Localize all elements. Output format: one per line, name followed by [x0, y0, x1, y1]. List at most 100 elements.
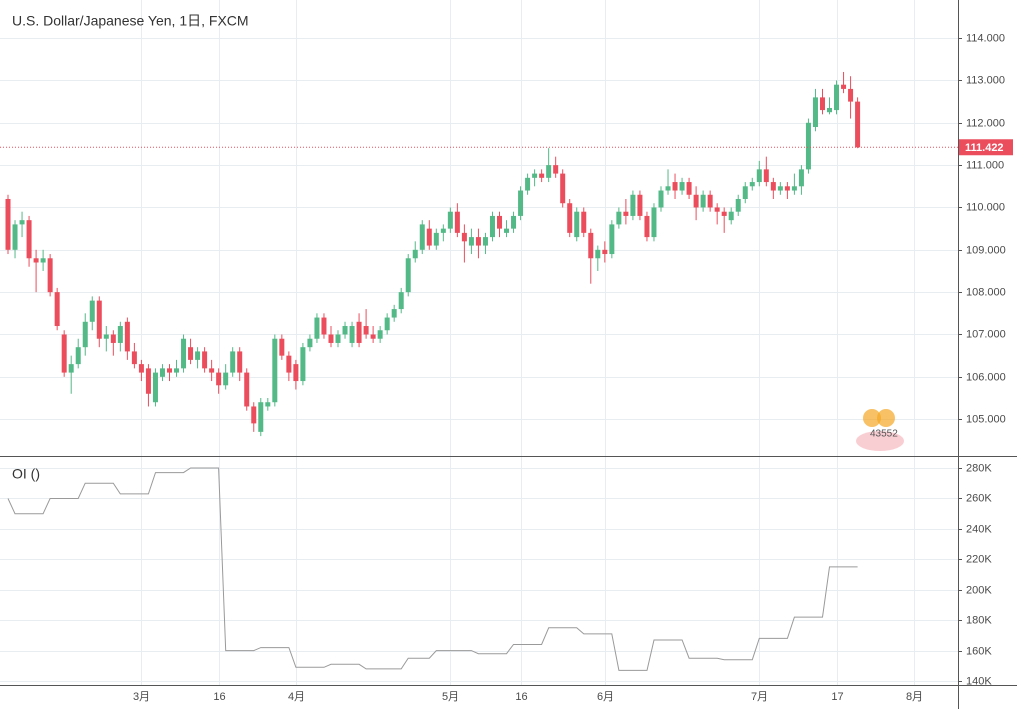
candle-body: [68, 364, 74, 373]
candle-body: [546, 165, 552, 178]
candle-body: [602, 249, 608, 255]
y-tick-label: 110.000: [966, 201, 1005, 213]
candle-body: [777, 186, 783, 191]
candle-body: [216, 372, 222, 386]
candle-body: [40, 258, 46, 263]
x-tick-label: 16: [515, 691, 527, 703]
candle-body: [728, 211, 734, 221]
candle-body: [447, 211, 453, 229]
candle-body: [553, 165, 559, 174]
y-tick-label: 105.000: [966, 413, 1006, 425]
candle-body: [166, 368, 172, 373]
candle-body: [658, 190, 664, 208]
y-tick-label: 111.000: [966, 159, 1004, 171]
candle-body: [855, 101, 861, 148]
oi-tick-label: 260K: [966, 492, 992, 504]
badge-icon: [863, 409, 881, 427]
candle-body: [827, 107, 833, 113]
x-tick-label: 16: [213, 691, 225, 703]
candle-body: [461, 232, 467, 242]
candle-body: [412, 249, 418, 259]
candle-body: [47, 258, 53, 293]
candle-body: [574, 211, 580, 238]
oi-tick-label: 280K: [966, 462, 992, 474]
candle-body: [742, 186, 748, 199]
x-tick-label: 3月: [133, 691, 150, 703]
badge-icon: [877, 409, 895, 427]
candle-body: [700, 194, 706, 208]
candle-body: [188, 347, 194, 360]
candle-body: [749, 182, 755, 187]
candle-body: [848, 88, 854, 102]
x-tick-label: 4月: [288, 691, 305, 703]
candle-body: [623, 211, 629, 216]
candle-body: [841, 84, 847, 89]
candle-body: [110, 334, 116, 343]
candle-body: [307, 338, 313, 348]
candle-body: [539, 173, 545, 178]
y-tick-label: 108.000: [966, 286, 1006, 298]
candle-body: [12, 224, 18, 250]
candle-body: [138, 364, 144, 373]
candle-body: [279, 338, 285, 356]
badge-icon: [856, 431, 904, 451]
candle-body: [300, 347, 306, 382]
candle-body: [335, 334, 341, 343]
labels: 3月 16 4月 5月 16 6月 7月 17 8月 105.000 106.000 107.000 1…: [133, 32, 1013, 703]
oi-tick-label: 180K: [966, 614, 992, 626]
last-price-box: [959, 139, 1013, 156]
candle-body: [504, 228, 510, 233]
candle-body: [525, 177, 531, 191]
oi-tick-label: 200K: [966, 584, 992, 596]
candle-body: [763, 169, 769, 183]
candle-body: [482, 237, 488, 246]
badge: 43552: [856, 409, 904, 451]
candle-body: [812, 97, 818, 128]
oi-line: [7, 467, 858, 671]
candle-body: [145, 368, 151, 394]
candle-body: [665, 186, 671, 191]
candle-body: [433, 232, 439, 246]
candle-body: [349, 326, 355, 343]
candle-body: [272, 338, 278, 403]
candle-body: [805, 122, 811, 170]
candle-body: [714, 207, 720, 212]
candle-body: [223, 372, 229, 386]
candle-body: [363, 326, 369, 335]
candle-body: [398, 292, 404, 310]
candle-body: [209, 368, 215, 373]
oi-tick-label: 240K: [966, 523, 992, 535]
x-tick-label: 8月: [906, 691, 923, 703]
candle-body: [475, 237, 481, 246]
candle-body: [258, 402, 264, 432]
candle-body: [82, 321, 88, 348]
candle-body: [342, 326, 348, 335]
candle-body: [356, 321, 362, 343]
candle-body: [33, 258, 39, 263]
x-tick-label: 6月: [597, 691, 614, 703]
candle-body: [497, 215, 503, 229]
candle-body: [26, 220, 32, 259]
x-tick-label: 7月: [751, 691, 768, 703]
candle-body: [131, 351, 137, 365]
grid: [0, 0, 958, 685]
candle-body: [314, 317, 320, 339]
candle-body: [426, 228, 432, 246]
candle-body: [321, 317, 327, 335]
candle-body: [616, 211, 622, 225]
candle-body: [103, 334, 109, 339]
candle-body: [384, 317, 390, 331]
candle-body: [637, 194, 643, 216]
candle-body: [391, 309, 397, 318]
candle-body: [202, 351, 208, 369]
x-tick-label: 17: [831, 691, 843, 703]
candle-body: [819, 97, 825, 111]
candle-body: [5, 198, 11, 250]
candle-body: [581, 211, 587, 233]
candle-body: [405, 258, 411, 293]
candle-body: [265, 402, 271, 407]
candle-body: [19, 220, 25, 225]
candle-body: [419, 224, 425, 250]
